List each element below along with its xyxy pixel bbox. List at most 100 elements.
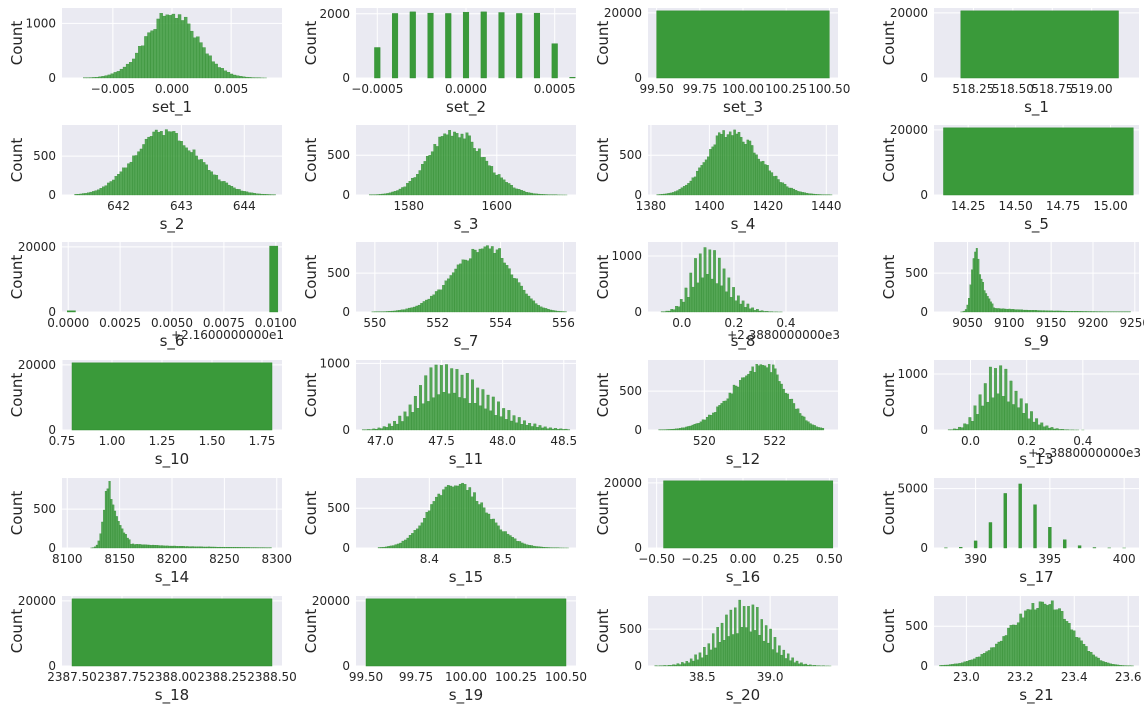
histogram-bar	[1042, 311, 1044, 312]
histogram-bar	[801, 416, 803, 430]
x-tick-label: 15.00	[1093, 199, 1127, 213]
histogram-bar	[426, 512, 428, 548]
y-tick-label: 0	[342, 305, 350, 319]
y-axis-label: Count	[880, 373, 898, 418]
histogram-bar	[942, 665, 944, 666]
histogram-bar	[1010, 381, 1013, 430]
histogram-bar	[1056, 610, 1058, 666]
histogram-bar	[174, 546, 176, 548]
histogram-bar	[384, 194, 386, 195]
histogram-bar	[503, 180, 505, 195]
histogram-bar	[173, 131, 176, 195]
histogram-bar	[521, 543, 523, 548]
histogram-bar	[540, 194, 542, 195]
x-tick-label: −0.50	[638, 552, 675, 566]
histogram-bar	[1090, 311, 1092, 312]
x-tick-label: 1.50	[199, 434, 226, 448]
histogram-bar	[256, 194, 259, 195]
histogram-bar	[781, 384, 783, 430]
histogram-bar	[773, 176, 775, 195]
histogram-bar	[730, 297, 732, 312]
histogram-bar	[270, 246, 278, 312]
histogram-bar	[150, 136, 153, 195]
histogram-bar	[140, 149, 143, 195]
histogram-bar	[232, 547, 234, 548]
histogram-bar	[762, 365, 764, 430]
histogram-bar	[1065, 311, 1067, 312]
histogram-bar	[190, 31, 193, 78]
histogram-bar	[214, 547, 216, 548]
histogram-bar	[1001, 309, 1003, 312]
histogram-bar	[808, 194, 810, 195]
x-tick-label: 1.00	[99, 434, 126, 448]
histogram-bar	[466, 490, 468, 548]
histogram-bar	[959, 547, 962, 548]
x-tick-label: 550	[363, 316, 386, 330]
histogram-bar	[266, 194, 269, 195]
y-tick-label: 0	[48, 305, 56, 319]
x-tick-label: 100.00	[445, 670, 487, 684]
histogram-bar	[1078, 546, 1081, 548]
histogram-bar	[1037, 608, 1039, 666]
histogram-bar	[728, 636, 730, 666]
histogram-bar	[683, 428, 685, 430]
histogram-bar	[433, 501, 435, 548]
histogram-bar	[1020, 614, 1022, 666]
histogram-bar	[515, 279, 517, 312]
histogram-bar	[407, 538, 409, 548]
histogram-bar	[971, 270, 973, 312]
histogram-bar	[995, 308, 997, 312]
histogram-bar	[142, 144, 145, 195]
y-axis-label: Count	[302, 21, 320, 66]
histogram-bar	[237, 547, 239, 548]
histogram-bar	[1066, 621, 1068, 666]
histogram-bar	[515, 423, 518, 430]
histogram-bar	[180, 141, 183, 195]
histogram-bar	[441, 136, 443, 195]
x-tick-label: 23.6	[1115, 670, 1142, 684]
histogram-bar	[985, 293, 987, 312]
histogram-bar	[1007, 402, 1010, 430]
histogram-bar	[497, 402, 500, 430]
x-axis-label: s_20	[726, 686, 760, 705]
histogram-bar	[747, 374, 749, 430]
x-tick-label: 390	[964, 552, 987, 566]
histogram-bar	[1056, 311, 1058, 312]
histogram-bar	[203, 162, 206, 195]
histogram-bar	[989, 367, 992, 430]
histogram-bar	[437, 290, 439, 312]
histogram-bar	[500, 417, 503, 430]
histogram-bar	[785, 658, 787, 666]
histogram-bar	[127, 164, 130, 195]
histogram-bar	[205, 547, 207, 548]
histogram-bar	[734, 608, 736, 666]
histogram-bar	[721, 403, 723, 430]
histogram-bar	[402, 541, 404, 548]
histogram-bar	[701, 278, 703, 312]
histogram-bar	[1007, 309, 1009, 312]
histogram-bar	[478, 149, 480, 195]
histogram-bar	[471, 497, 473, 548]
histogram-bar	[1070, 311, 1072, 312]
histogram-bar	[108, 75, 111, 78]
histogram-bar	[410, 12, 416, 78]
histogram-bar	[493, 173, 495, 195]
histogram-bar	[233, 188, 236, 195]
y-tick-label: 500	[905, 266, 928, 280]
histogram-bar	[747, 140, 749, 195]
histogram-bar	[759, 311, 761, 312]
histogram-bar	[154, 545, 156, 548]
histogram-bar	[408, 308, 410, 312]
histogram-bar	[803, 417, 805, 430]
histogram-bar	[721, 286, 723, 312]
histogram-bar	[969, 660, 971, 666]
histogram-bar	[456, 133, 458, 195]
histogram-bar	[491, 246, 493, 312]
y-tick-label: 5000	[897, 482, 928, 496]
histogram-bar	[411, 412, 414, 430]
y-tick-label: 1000	[319, 356, 350, 370]
